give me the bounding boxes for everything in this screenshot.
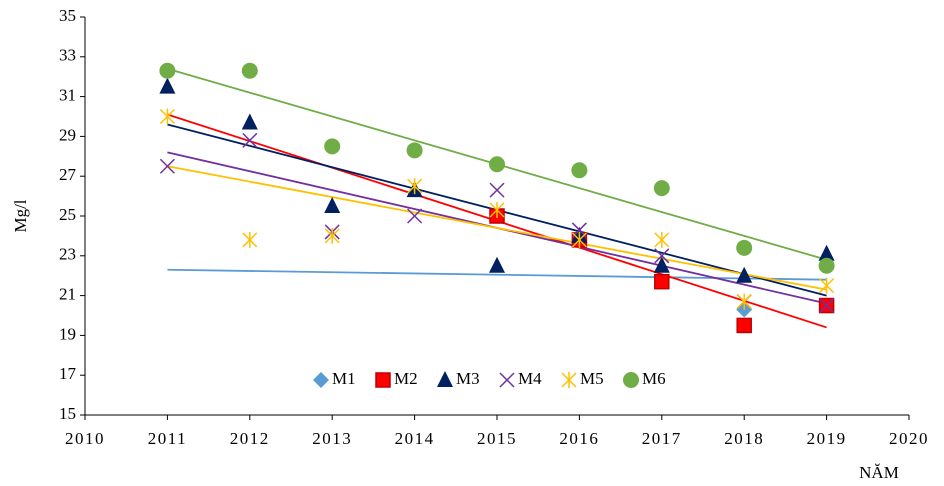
data-point: [159, 158, 175, 174]
data-point: [654, 231, 670, 248]
data-point: [241, 62, 258, 79]
data-point: [159, 108, 175, 125]
x-tick-label: 2012: [230, 429, 270, 448]
data-point: [489, 256, 505, 273]
data-point: [736, 317, 752, 334]
data-point: [653, 256, 670, 273]
data-point: [818, 257, 835, 274]
data-point: [736, 293, 752, 310]
data-point: [653, 180, 670, 197]
x-tick-label: 2019: [807, 429, 847, 448]
data-point: [571, 162, 588, 179]
x-tick-label: 2015: [477, 429, 517, 448]
data-point: [406, 142, 423, 159]
x-tick-label: 2016: [559, 429, 599, 448]
legend-label: M4: [518, 369, 542, 388]
y-tick-label: 15: [59, 404, 76, 423]
y-tick-label: 33: [59, 46, 76, 65]
legend-label: M3: [456, 369, 480, 388]
data-point: [489, 156, 505, 173]
x-tick-label: 2013: [312, 429, 352, 448]
data-point: [489, 182, 505, 198]
data-point: [324, 197, 341, 214]
data-point: [159, 62, 176, 79]
y-tick-label: 23: [59, 245, 76, 264]
data-point: [407, 178, 423, 195]
legend-marker: [313, 372, 329, 388]
data-point: [324, 227, 340, 244]
x-tick-label: 2014: [395, 429, 435, 448]
data-point: [736, 239, 753, 256]
x-tick-label: 2010: [65, 429, 105, 448]
data-point: [819, 298, 835, 314]
x-tick-label: 2017: [642, 429, 682, 448]
data-point: [571, 231, 587, 248]
y-tick-label: 19: [59, 324, 76, 343]
y-tick-label: 25: [59, 205, 76, 224]
legend-label: M1: [332, 369, 356, 388]
legend-marker: [623, 372, 639, 388]
x-tick-label: 2011: [148, 429, 187, 448]
legend-label: M5: [580, 369, 604, 388]
legend-label: M6: [642, 369, 666, 388]
x-tick-label: 2018: [724, 429, 764, 448]
y-tick-label: 21: [59, 285, 76, 304]
legend-marker: [437, 371, 453, 387]
data-point: [242, 132, 258, 148]
y-tick-label: 27: [59, 165, 77, 184]
x-axis-label: NĂM: [859, 463, 899, 482]
y-axis-label: Mg/l: [11, 199, 30, 232]
y-tick-label: 35: [59, 6, 76, 25]
data-point: [159, 77, 176, 94]
trendline: [167, 165, 827, 291]
data-point: [324, 138, 341, 155]
data-point: [819, 277, 835, 294]
data-point: [489, 202, 505, 219]
data-point: [654, 248, 670, 264]
data-point: [654, 273, 670, 290]
y-tick-label: 31: [59, 86, 76, 105]
y-tick-label: 29: [59, 125, 76, 144]
data-point: [818, 244, 835, 261]
data-point: [241, 113, 258, 130]
legend-label: M2: [394, 369, 418, 388]
data-point: [736, 266, 753, 283]
data-point: [407, 208, 423, 224]
x-tick-label: 2020: [889, 429, 929, 448]
data-point: [242, 231, 258, 248]
legend-marker: [375, 372, 391, 388]
y-tick-label: 17: [59, 364, 77, 383]
legend-marker: [499, 372, 515, 388]
legend-marker: [561, 372, 577, 388]
